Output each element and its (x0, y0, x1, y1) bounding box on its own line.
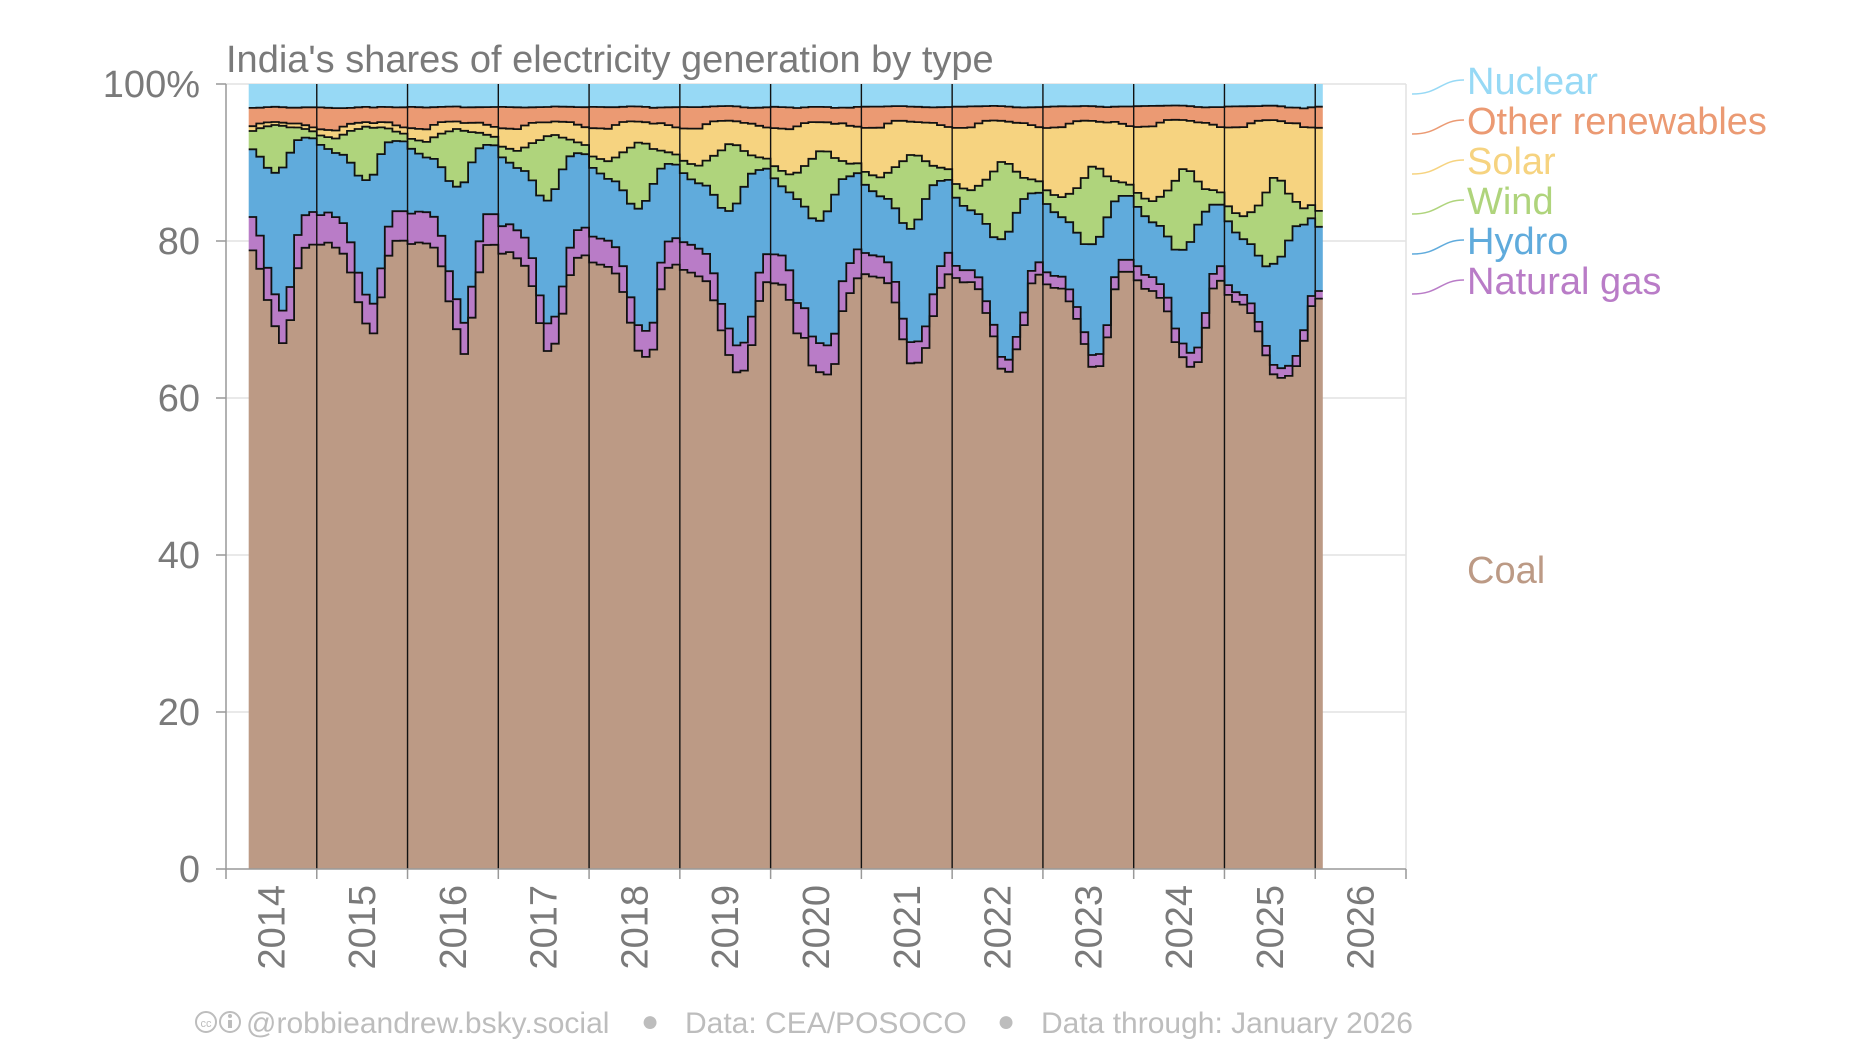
legend-label-solar: Solar (1467, 141, 1556, 183)
boundary-solar (248, 118, 1323, 132)
x-tick-label: 2022 (978, 885, 1020, 970)
band-solar (248, 119, 1323, 217)
band-other-renewables (248, 105, 1323, 131)
legend-connector (1411, 279, 1465, 295)
y-tick-label: 60 (158, 378, 200, 420)
year-divider-lines (316, 84, 1316, 869)
legend-label-natural-gas: Natural gas (1467, 261, 1661, 303)
boundary-coal (248, 239, 1323, 379)
band-wind (248, 125, 1323, 267)
band-nuclear (248, 84, 1323, 109)
axes: 0 20 40 60 80 100% 2014 2015 2016 2017 2018 2019 202… (103, 64, 1407, 970)
legend-label-coal: Coal (1467, 550, 1545, 592)
x-tick-label: 2020 (796, 885, 838, 970)
x-tick-label: 2019 (705, 885, 747, 970)
x-tick-label: 2015 (342, 885, 384, 970)
svg-text:cc: cc (201, 1018, 213, 1030)
boundary-hydro (248, 136, 1323, 268)
x-tick-label: 2023 (1068, 885, 1110, 970)
x-tick-label: 2021 (887, 885, 929, 970)
boundary-natural-gas (248, 210, 1323, 370)
x-tick-label: 2024 (1159, 885, 1201, 970)
band-hydro (248, 137, 1323, 369)
x-tick-label: 2025 (1250, 885, 1292, 970)
x-tick-label: 2018 (614, 885, 656, 970)
band-coal (248, 240, 1323, 869)
legend-connector (1411, 79, 1465, 95)
footer-author[interactable]: @robbieandrew.bsky.social (246, 1007, 609, 1040)
y-tick-label: 0 (179, 849, 200, 891)
y-tick-label: 20 (158, 692, 200, 734)
x-tick-label: 2014 (251, 885, 293, 970)
x-tick-label: 2016 (433, 885, 475, 970)
legend-connector (1411, 199, 1465, 215)
legend-label-wind: Wind (1467, 181, 1554, 223)
y-tick-label: 40 (158, 535, 200, 577)
cc-by-icon: cc (195, 1011, 241, 1033)
boundary-wind (248, 124, 1323, 218)
legend-connector (1411, 239, 1465, 255)
series-bands (248, 84, 1323, 869)
legend-label-other-renewables: Other renewables (1467, 101, 1767, 143)
footer-separator: ● (641, 1005, 659, 1038)
footer-source: Data: CEA/POSOCO (685, 1007, 967, 1040)
legend-label-nuclear: Nuclear (1467, 61, 1598, 103)
footer-separator: ● (997, 1005, 1015, 1038)
footer-through: Data through: January 2026 (1041, 1007, 1413, 1040)
x-tick-label: 2017 (524, 885, 566, 970)
legend-label-hydro: Hydro (1467, 221, 1568, 263)
chart-title: India's shares of electricity generation… (226, 39, 994, 81)
x-tick-label: 2026 (1341, 885, 1383, 970)
legend-connector (1411, 159, 1465, 175)
legend-connector (1411, 119, 1465, 135)
footer: cc @robbieandrew.bsky.social ● Data: CEA… (195, 1005, 1413, 1040)
boundary-other-renewables (248, 104, 1323, 110)
y-tick-label: 100% (103, 64, 200, 106)
y-tick-label: 80 (158, 221, 200, 263)
